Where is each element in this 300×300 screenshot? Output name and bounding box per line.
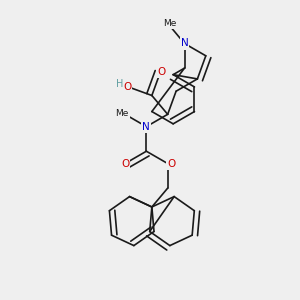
Text: O: O [121, 158, 129, 169]
Text: O: O [157, 68, 165, 77]
Text: Me: Me [163, 19, 176, 28]
Text: H: H [116, 79, 123, 89]
Text: N: N [181, 38, 188, 49]
Text: N: N [142, 122, 150, 132]
Text: O: O [167, 158, 176, 169]
Text: Me: Me [116, 109, 129, 118]
Text: O: O [123, 82, 131, 92]
